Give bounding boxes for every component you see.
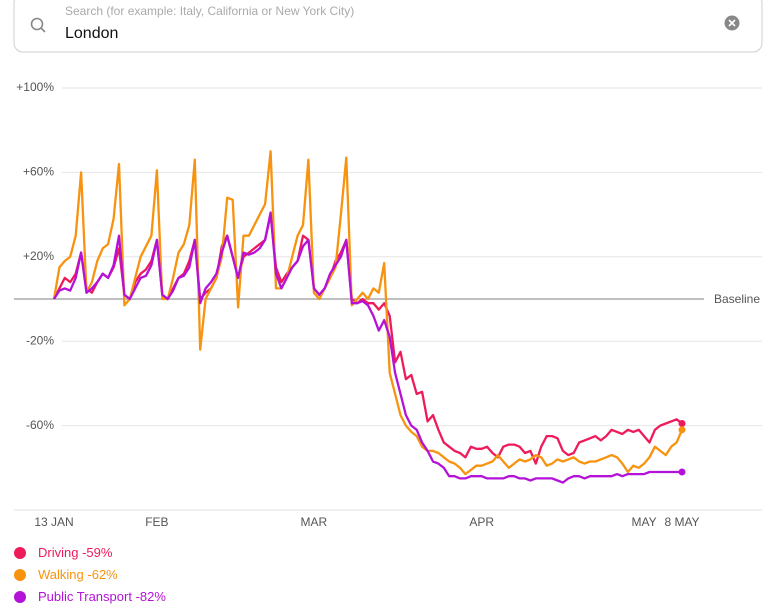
end-point: [678, 419, 686, 427]
y-tick-label: +60%: [23, 165, 54, 179]
legend-name: Driving: [38, 545, 78, 560]
legend-name: Public Transport: [38, 589, 132, 604]
y-tick-label: -60%: [26, 418, 54, 432]
legend-name: Walking: [38, 567, 84, 582]
y-tick-label: -20%: [26, 333, 54, 347]
search-placeholder: Search (for example: Italy, California o…: [65, 4, 354, 18]
legend-summary: -82%: [136, 589, 167, 604]
legend-dot: [14, 569, 26, 581]
series-line: [52, 150, 684, 476]
x-tick-label: MAR: [301, 515, 328, 529]
x-tick-label: MAY: [632, 515, 657, 529]
series-line: [52, 213, 683, 465]
x-tick-label: FEB: [145, 515, 168, 529]
end-point: [678, 468, 686, 476]
x-tick-label: 13 JAN: [34, 515, 73, 529]
legend-dot: [14, 591, 26, 603]
legend-label: Driving -59%: [38, 545, 113, 560]
x-tick-label: APR: [469, 515, 494, 529]
legend-label: Walking -62%: [38, 567, 118, 582]
legend-label: Public Transport -82%: [38, 589, 166, 604]
legend-summary: -59%: [82, 545, 113, 560]
y-tick-label: +20%: [23, 249, 54, 263]
clear-button[interactable]: [724, 15, 740, 31]
baseline-label: Baseline: [714, 292, 760, 306]
search-query[interactable]: London: [65, 25, 118, 42]
search-icon: [30, 17, 46, 33]
end-point: [678, 426, 686, 434]
search-box[interactable]: [13, 0, 763, 53]
series-line: [53, 211, 682, 484]
legend-summary: -62%: [87, 567, 118, 582]
legend-dot: [14, 547, 26, 559]
y-tick-label: +100%: [16, 80, 54, 94]
x-tick-label: 8 MAY: [664, 515, 699, 529]
